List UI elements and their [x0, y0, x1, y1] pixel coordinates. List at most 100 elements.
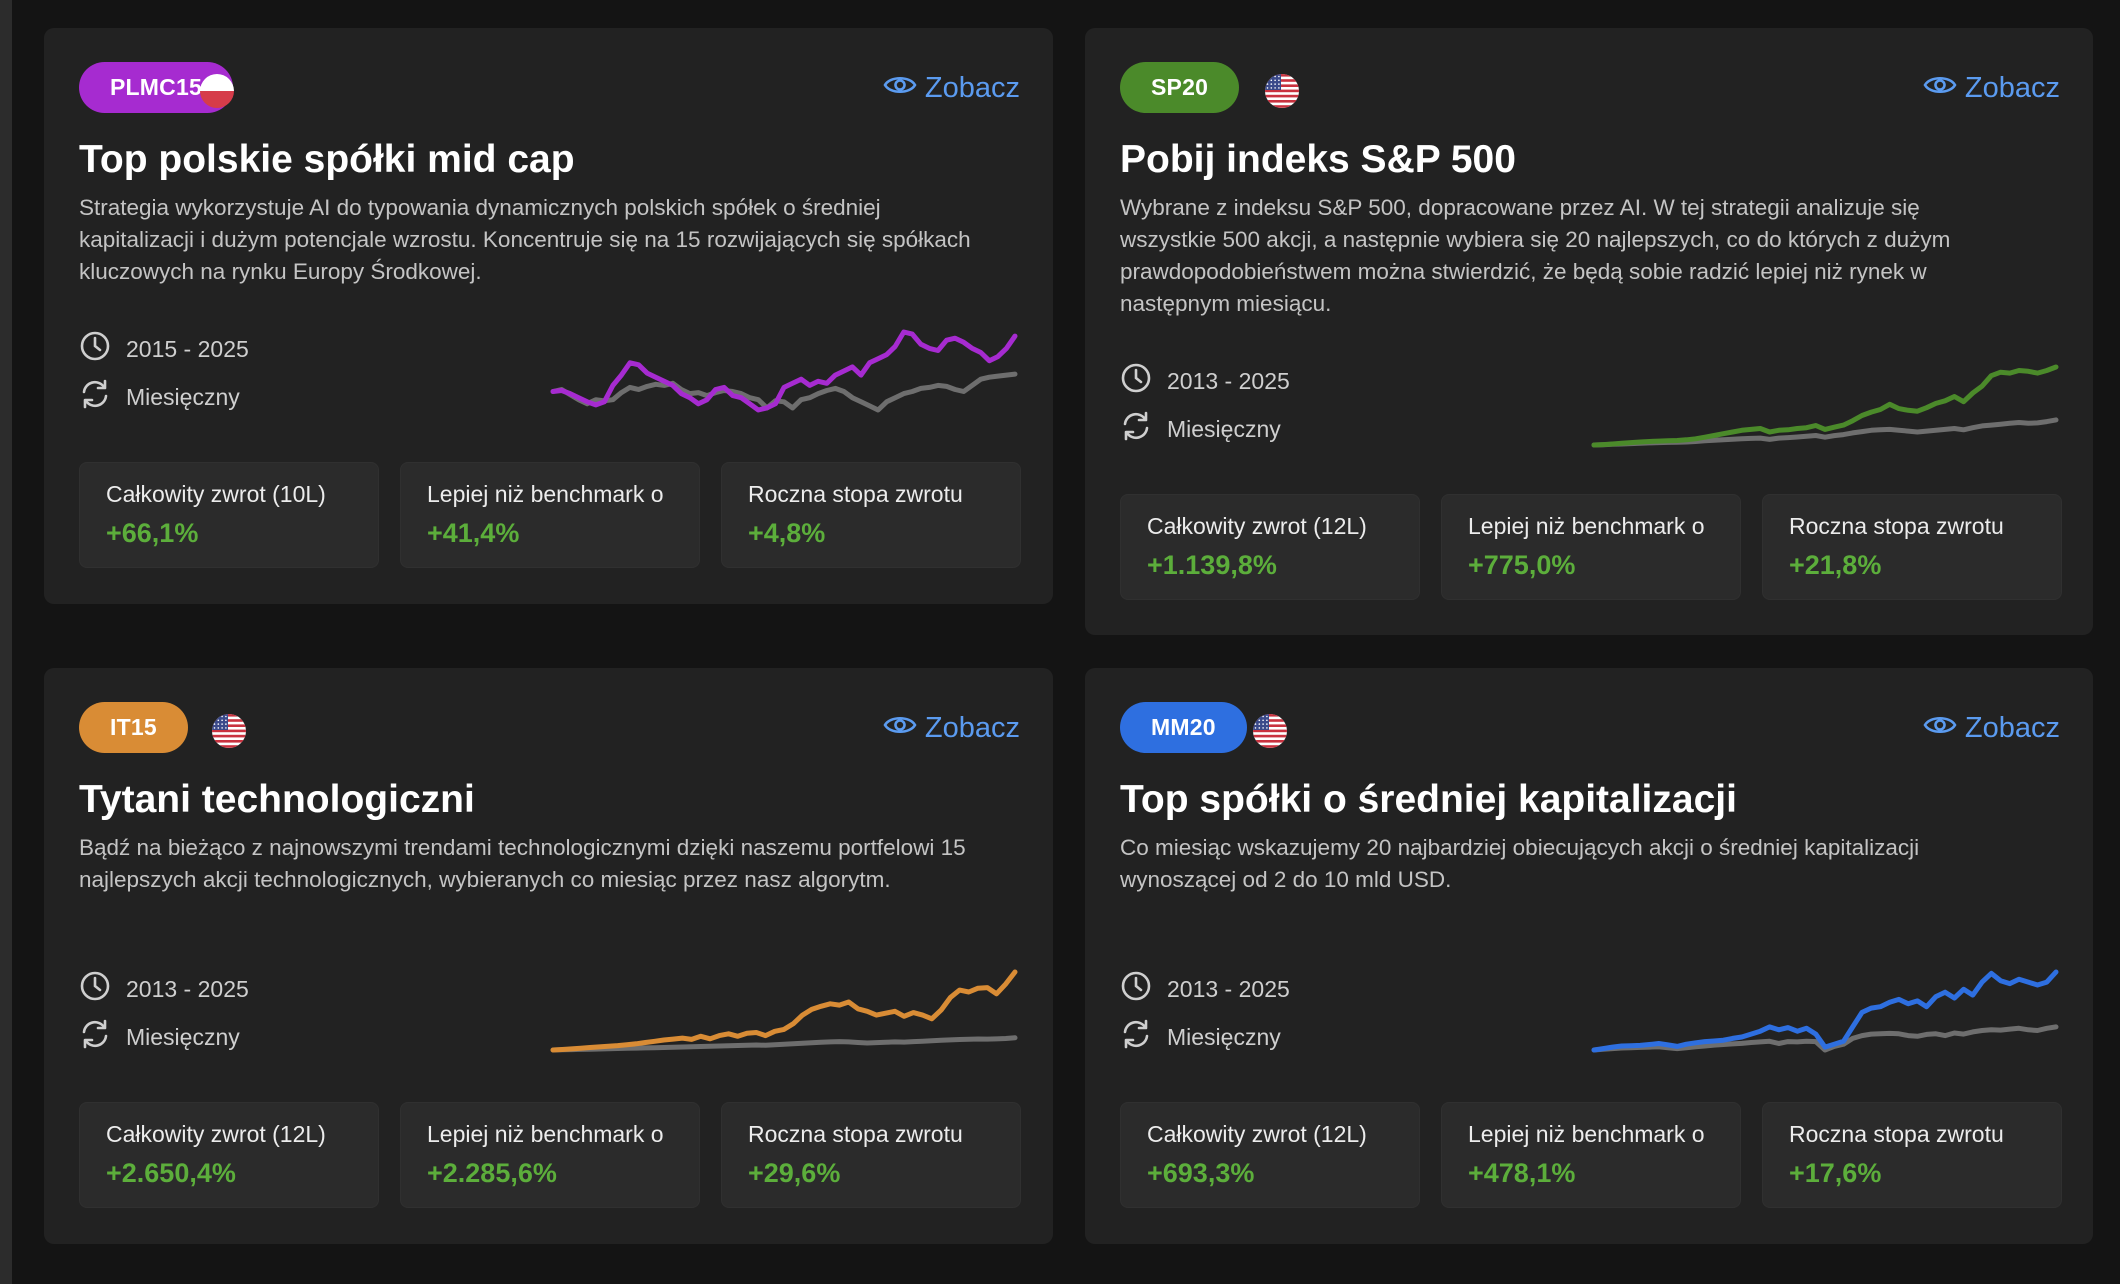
frequency-label: Miesięczny — [1167, 415, 1281, 442]
frequency-label: Miesięczny — [1167, 1023, 1281, 1050]
stat-vs-benchmark: Lepiej niż benchmark o +41,4% — [400, 462, 700, 568]
stat-vs-benchmark: Lepiej niż benchmark o +478,1% — [1441, 1102, 1741, 1208]
period-row: 2013 - 2025 — [79, 970, 249, 1008]
eye-icon — [1923, 712, 1957, 745]
view-link-label: Zobacz — [924, 711, 1020, 744]
refresh-icon — [79, 1018, 111, 1056]
refresh-icon — [1120, 1018, 1152, 1056]
strategy-line — [1591, 364, 2059, 448]
frequency-row: Miesięczny — [79, 1018, 240, 1056]
view-link-label: Zobacz — [1964, 711, 2060, 744]
frequency-label: Miesięczny — [126, 1023, 240, 1050]
view-link[interactable]: Zobacz — [883, 706, 1020, 750]
stat-value: +478,1% — [1468, 1158, 1576, 1188]
stat-label: Całkowity zwrot (10L) — [106, 481, 326, 507]
benchmark-line — [550, 371, 1018, 413]
strategy-card-sp20[interactable]: SP20 Zobacz Pobij indeks S&P 500 Wybrane… — [1085, 28, 2093, 635]
strategy-description: Strategia wykorzystuje AI do typowania d… — [79, 195, 971, 284]
stat-vs-benchmark: Lepiej niż benchmark o +2.285,6% — [400, 1102, 700, 1208]
stat-label: Roczna stopa zwrotu — [1789, 513, 2004, 539]
usa-flag-icon — [1265, 74, 1299, 108]
view-link-label: Zobacz — [1964, 71, 2060, 104]
stat-value: +21,8% — [1789, 550, 1882, 580]
performance-sparkline — [1591, 969, 2059, 1053]
stat-label: Lepiej niż benchmark o — [1468, 1121, 1705, 1147]
benchmark-line — [1591, 1024, 2059, 1053]
stat-value: +66,1% — [106, 518, 199, 548]
strategy-line — [1591, 969, 2059, 1053]
stat-total-return: Całkowity zwrot (10L) +66,1% — [79, 462, 379, 568]
period-label: 2015 - 2025 — [126, 335, 249, 362]
clock-icon — [1120, 970, 1152, 1008]
eye-icon — [883, 712, 917, 745]
stats-row: Całkowity zwrot (10L) +66,1% Lepiej niż … — [79, 462, 1021, 568]
period-label: 2013 - 2025 — [1167, 975, 1290, 1002]
stat-label: Roczna stopa zwrotu — [748, 481, 963, 507]
view-link[interactable]: Zobacz — [1923, 66, 2060, 110]
frequency-row: Miesięczny — [1120, 1018, 1281, 1056]
strategy-title: Top polskie spółki mid cap — [79, 138, 575, 181]
view-link-label: Zobacz — [924, 71, 1020, 104]
view-link[interactable]: Zobacz — [883, 66, 1020, 110]
frequency-row: Miesięczny — [79, 378, 240, 416]
stat-value: +775,0% — [1468, 550, 1576, 580]
performance-sparkline — [550, 329, 1018, 413]
strategy-description: Bądź na bieżąco z najnowszymi trendami t… — [79, 835, 966, 892]
clock-icon — [1120, 362, 1152, 400]
period-label: 2013 - 2025 — [1167, 367, 1290, 394]
usa-flag-icon — [212, 714, 246, 748]
strategy-badge: IT15 — [79, 702, 188, 753]
stat-annual-return: Roczna stopa zwrotu +17,6% — [1762, 1102, 2062, 1208]
stats-row: Całkowity zwrot (12L) +2.650,4% Lepiej n… — [79, 1102, 1021, 1208]
stat-value: +17,6% — [1789, 1158, 1882, 1188]
stat-label: Całkowity zwrot (12L) — [1147, 513, 1367, 539]
usa-flag-icon — [1253, 714, 1287, 748]
poland-flag-icon — [200, 74, 234, 108]
stats-row: Całkowity zwrot (12L) +693,3% Lepiej niż… — [1120, 1102, 2062, 1208]
stat-value: +4,8% — [748, 518, 826, 548]
clock-icon — [79, 330, 111, 368]
stat-vs-benchmark: Lepiej niż benchmark o +775,0% — [1441, 494, 1741, 600]
stat-label: Roczna stopa zwrotu — [748, 1121, 963, 1147]
stat-annual-return: Roczna stopa zwrotu +4,8% — [721, 462, 1021, 568]
refresh-icon — [79, 378, 111, 416]
strategy-line — [550, 329, 1018, 413]
stat-value: +1.139,8% — [1147, 550, 1277, 580]
left-scrollbar-strip — [0, 0, 12, 1284]
stats-row: Całkowity zwrot (12L) +1.139,8% Lepiej n… — [1120, 494, 2062, 600]
performance-sparkline — [1591, 364, 2059, 448]
view-link[interactable]: Zobacz — [1923, 706, 2060, 750]
strategy-badge: MM20 — [1120, 702, 1247, 753]
clock-icon — [79, 970, 111, 1008]
stat-value: +2.650,4% — [106, 1158, 236, 1188]
strategy-line — [550, 969, 1018, 1053]
strategy-card-plmc15[interactable]: PLMC15 Zobacz Top polskie spółki mid cap… — [44, 28, 1053, 604]
strategy-title: Pobij indeks S&P 500 — [1120, 138, 1516, 181]
stat-value: +693,3% — [1147, 1158, 1255, 1188]
stat-total-return: Całkowity zwrot (12L) +1.139,8% — [1120, 494, 1420, 600]
period-label: 2013 - 2025 — [126, 975, 249, 1002]
performance-sparkline — [550, 969, 1018, 1053]
stat-value: +2.285,6% — [427, 1158, 557, 1188]
strategy-card-it15[interactable]: IT15 Zobacz Tytani technologiczni Bądź n… — [44, 668, 1053, 1244]
stat-label: Lepiej niż benchmark o — [1468, 513, 1705, 539]
stat-label: Lepiej niż benchmark o — [427, 481, 664, 507]
eye-icon — [883, 72, 917, 105]
strategy-title: Top spółki o średniej kapitalizacji — [1120, 778, 1737, 821]
strategy-title: Tytani technologiczni — [79, 778, 475, 821]
stat-total-return: Całkowity zwrot (12L) +693,3% — [1120, 1102, 1420, 1208]
frequency-label: Miesięczny — [126, 383, 240, 410]
strategy-card-mm20[interactable]: MM20 Zobacz Top spółki o średniej kapita… — [1085, 668, 2093, 1244]
stat-total-return: Całkowity zwrot (12L) +2.650,4% — [79, 1102, 379, 1208]
period-row: 2013 - 2025 — [1120, 362, 1290, 400]
stat-value: +41,4% — [427, 518, 520, 548]
stat-label: Roczna stopa zwrotu — [1789, 1121, 2004, 1147]
benchmark-line — [550, 1035, 1018, 1053]
stat-annual-return: Roczna stopa zwrotu +29,6% — [721, 1102, 1021, 1208]
stat-annual-return: Roczna stopa zwrotu +21,8% — [1762, 494, 2062, 600]
stat-label: Całkowity zwrot (12L) — [1147, 1121, 1367, 1147]
period-row: 2013 - 2025 — [1120, 970, 1290, 1008]
stat-label: Całkowity zwrot (12L) — [106, 1121, 326, 1147]
period-row: 2015 - 2025 — [79, 330, 249, 368]
strategy-description: Wybrane z indeksu S&P 500, dopracowane p… — [1120, 195, 1951, 316]
